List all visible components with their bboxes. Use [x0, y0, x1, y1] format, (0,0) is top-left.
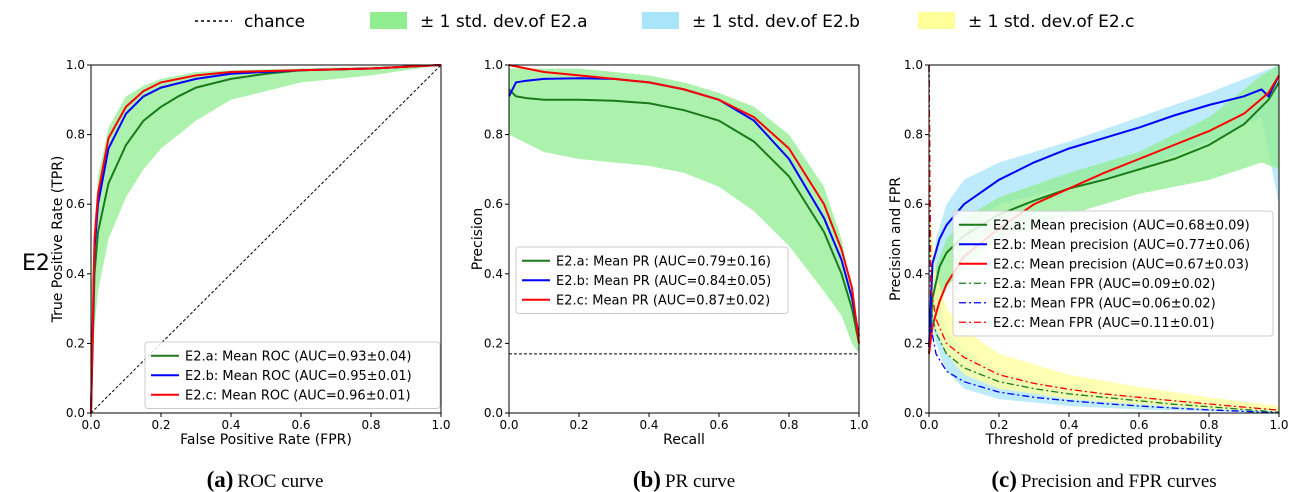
- pr-panel: 0.0 0.2 0.4 0.6 0.8 1.0 0.0 0.2 0.4 0.6 0.8 1.0 Reca…: [470, 58, 869, 448]
- legend-label: E2.c: Mean PR (AUC=0.87±0.02): [556, 293, 770, 308]
- y-axis-label: Precision: [470, 208, 486, 270]
- series-line-2: [928, 74, 1280, 354]
- x-tick-label: 0.8: [1199, 418, 1218, 432]
- x-tick-label: 1.0: [849, 418, 868, 432]
- plot-frame: [928, 64, 1280, 414]
- x-tick-label: 0.2: [989, 418, 1008, 432]
- y-tick-label: 0.6: [66, 197, 85, 211]
- y-tick-label: 0.6: [484, 197, 503, 211]
- y-axis-label: Precision and FPR: [888, 177, 904, 301]
- series-line-3: [928, 64, 1280, 413]
- legend-label: E2.b: Mean ROC (AUC=0.95±0.01): [185, 369, 412, 384]
- band-a-legend-label: ± 1 std. dev.of E2.a: [420, 12, 588, 32]
- x-tick-label: 0.8: [361, 418, 380, 432]
- legend-label: E2.a: Mean PR (AUC=0.79±0.16): [556, 254, 771, 269]
- x-axis-label: Threshold of predicted probability: [985, 432, 1223, 448]
- legend-label: E2.a: Mean ROC (AUC=0.93±0.04): [185, 349, 411, 364]
- y-tick-label: 0.8: [484, 128, 503, 142]
- y-tick-label: 0.0: [484, 406, 503, 420]
- band-c-legend-label: ± 1 std. dev.of E2.c: [968, 12, 1134, 32]
- caption-a: (a) ROC curve: [207, 467, 324, 492]
- x-tick-label: 0.4: [639, 418, 658, 432]
- y-tick-label: 0.2: [904, 336, 923, 350]
- legend-label: E2.b: Mean PR (AUC=0.84±0.05): [556, 274, 771, 289]
- roc-panel: 0.0 0.2 0.4 0.6 0.8 1.0 0.0 0.2 0.4 0.6 0.8 1.0 Fals…: [50, 58, 451, 448]
- legend-label: E2.c: Mean ROC (AUC=0.96±0.01): [185, 388, 411, 403]
- std-band-e2-c: [929, 204, 1279, 412]
- y-tick-label: 1.0: [904, 58, 923, 72]
- legend-box: [515, 246, 789, 314]
- series-line-2: [508, 64, 860, 344]
- y-tick-label: 1.0: [66, 58, 85, 72]
- x-tick-label: 0.4: [1059, 418, 1078, 432]
- legend-label: E2.a: Mean precision (AUC=0.68±0.09): [993, 218, 1250, 233]
- x-tick-label: 1.0: [431, 418, 450, 432]
- y-tick-label: 0.8: [66, 128, 85, 142]
- x-axis-label: False Positive Rate (FPR): [180, 432, 352, 448]
- legend-label: E2.b: Mean FPR (AUC=0.06±0.02): [993, 296, 1216, 311]
- legend-box: [952, 210, 1274, 337]
- band-a-legend-swatch: [370, 12, 407, 29]
- series-line-2: [90, 64, 442, 414]
- plot-frame: [508, 64, 860, 414]
- series-line-4: [928, 64, 1280, 414]
- y-tick-label: 0.6: [904, 197, 923, 211]
- plot-frame: [90, 64, 442, 414]
- x-tick-label: 0.2: [151, 418, 170, 432]
- y-axis-label: True Positive Rate (TPR): [50, 156, 66, 324]
- y-tick-label: 0.4: [904, 267, 923, 281]
- x-tick-label: 1.0: [1269, 418, 1288, 432]
- x-axis-label: Recall: [663, 432, 705, 448]
- legend-box: [144, 341, 441, 409]
- caption-c: (c) Precision and FPR curves: [991, 467, 1216, 492]
- x-tick-label: 0.6: [1129, 418, 1148, 432]
- series-line-0: [508, 88, 860, 344]
- series-line-1: [928, 74, 1280, 347]
- x-tick-label: 0.0: [919, 418, 938, 432]
- row-label: E2: [22, 251, 50, 276]
- x-tick-label: 0.4: [221, 418, 240, 432]
- y-tick-label: 0.8: [904, 128, 923, 142]
- std-band-e2-a: [91, 65, 441, 361]
- x-tick-label: 0.0: [81, 418, 100, 432]
- chance-legend-label: chance: [244, 12, 305, 32]
- precision-fpr-panel: 0.0 0.2 0.4 0.6 0.8 1.0 0.0 0.2 0.4 0.6 0.8 1.0 Thre…: [888, 58, 1289, 448]
- y-tick-label: 0.2: [484, 336, 503, 350]
- x-tick-label: 0.6: [709, 418, 728, 432]
- y-tick-label: 0.0: [904, 406, 923, 420]
- legend-label: E2.c: Mean FPR (AUC=0.11±0.01): [993, 316, 1215, 331]
- x-tick-label: 0.6: [291, 418, 310, 432]
- y-tick-label: 0.4: [66, 267, 85, 281]
- y-tick-label: 0.2: [66, 336, 85, 350]
- legend-label: E2.a: Mean FPR (AUC=0.09±0.02): [993, 277, 1215, 292]
- band-c-legend-swatch: [918, 12, 955, 29]
- x-tick-label: 0.8: [779, 418, 798, 432]
- y-tick-label: 1.0: [484, 58, 503, 72]
- y-tick-label: 0.4: [484, 267, 503, 281]
- y-tick-label: 0.0: [66, 406, 85, 420]
- global-legend: chance ± 1 std. dev.of E2.a ± 1 std. dev…: [195, 12, 1134, 32]
- caption-b: (b) PR curve: [633, 467, 735, 492]
- legend-label: E2.b: Mean precision (AUC=0.77±0.06): [993, 238, 1250, 253]
- series-line-5: [928, 64, 1280, 411]
- band-b-legend-swatch: [642, 12, 679, 29]
- x-tick-label: 0.0: [499, 418, 518, 432]
- band-b-legend-label: ± 1 std. dev.of E2.b: [692, 12, 860, 32]
- x-tick-label: 0.2: [569, 418, 588, 432]
- legend-label: E2.c: Mean precision (AUC=0.67±0.03): [993, 257, 1249, 272]
